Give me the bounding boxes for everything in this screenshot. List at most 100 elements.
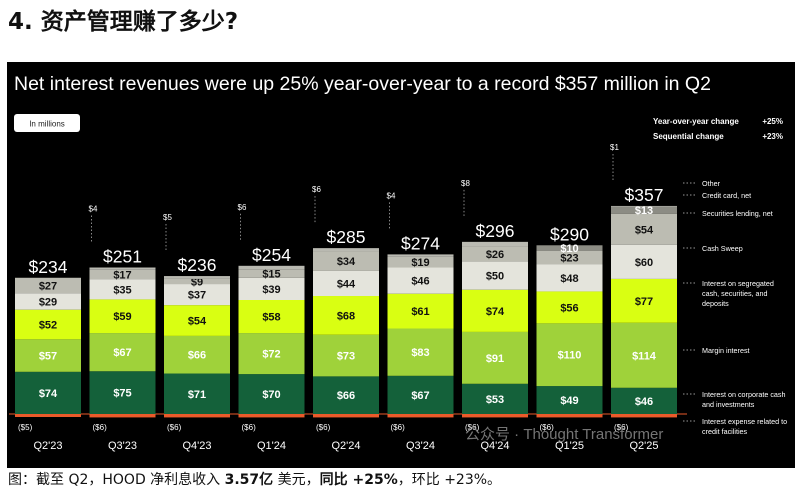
bar-segment-cash-sweep xyxy=(164,284,230,306)
legend-item-cash-sweep: Cash Sweep xyxy=(683,244,743,253)
bar-segment-margin-interest xyxy=(387,328,454,376)
segment-label: $110 xyxy=(558,350,582,362)
segment-label: $61 xyxy=(411,306,429,318)
category-tick-label: Q4'23 xyxy=(182,440,211,452)
legend-item-other: Other xyxy=(683,179,721,188)
legend-item-securities-lending-net: Securities lending, net xyxy=(683,209,773,218)
summary-seq-value: +23% xyxy=(762,132,783,141)
bar-segment-margin-interest xyxy=(462,331,528,384)
bar-segment-interest-expense-related-to-credit-facilities xyxy=(313,414,379,418)
segment-label: $50 xyxy=(486,270,504,282)
legend-label: Cash Sweep xyxy=(702,244,743,253)
bar-segment-interest-on-segregated-cash-securities-and-deposits xyxy=(462,289,528,332)
segment-label: $72 xyxy=(262,349,280,361)
bar-segment-credit-card-net xyxy=(611,206,677,214)
bar-total-label: $236 xyxy=(178,255,217,275)
bar-segment-interest-on-segregated-cash-securities-and-deposits xyxy=(89,299,156,334)
bar-segment-cash-sweep xyxy=(611,244,677,279)
legend-label: Margin interest xyxy=(702,346,750,355)
segment-label: $34 xyxy=(337,256,356,268)
category-tick-label: Q3'24 xyxy=(406,440,435,452)
segment-label: $46 xyxy=(411,276,429,288)
bar-group-q1-25: ($6) $49 $110 $56 $48 $23$10$290 Q1'25 xyxy=(536,224,603,452)
segment-label: $17 xyxy=(113,270,131,282)
segment-label: $91 xyxy=(486,353,504,365)
summary-seq-label: Sequential change xyxy=(653,132,724,141)
bar-segment-other xyxy=(462,241,528,247)
summary-yoy-label: Year-over-year change xyxy=(653,117,739,126)
bar-segment-interest-expense-related-to-credit-facilities xyxy=(164,414,230,418)
segment-label: $53 xyxy=(486,394,504,406)
segment-label: $19 xyxy=(411,257,429,269)
bar-group-q4-24: ($6) $53 $91 $74 $50 $26 $296 $8 Q4'24 xyxy=(461,179,528,452)
bar-segment-securities-lending-net xyxy=(387,256,454,268)
segment-label: $83 xyxy=(411,347,429,359)
segment-label: $75 xyxy=(113,388,131,400)
caption-yoy: 同比 +25% xyxy=(319,472,398,488)
units-note: In millions xyxy=(29,120,65,129)
bar-segment-securities-lending-net xyxy=(536,250,603,265)
bar-total-label: $251 xyxy=(103,247,142,267)
legend-label: Interest on segregated cash, securities, … xyxy=(702,279,774,308)
other-value-label: $8 xyxy=(461,179,470,188)
bar-segment-margin-interest xyxy=(536,323,603,387)
bar-segment-securities-lending-net xyxy=(164,278,230,285)
bar-segment-interest-expense-related-to-credit-facilities xyxy=(387,414,454,418)
segment-label: $66 xyxy=(337,390,355,402)
segment-label: ($6) xyxy=(167,423,182,432)
bar-segment-securities-lending-net xyxy=(15,277,81,294)
segment-label: $13 xyxy=(635,205,653,217)
bar-segment-interest-on-segregated-cash-securities-and-deposits xyxy=(15,309,81,340)
legend-item-interest-expense-related-to-credit-facilities: Interest expense related to credit facili… xyxy=(683,417,787,436)
legend-label: Interest expense related to credit facili… xyxy=(702,417,787,436)
segment-label: ($5) xyxy=(18,423,33,432)
segment-label: $74 xyxy=(39,388,58,400)
bar-segment-interest-on-corporate-cash-and-investments xyxy=(238,374,305,414)
segment-label: ($6) xyxy=(316,423,331,432)
segment-label: ($6) xyxy=(242,423,257,432)
segment-label: $35 xyxy=(113,284,131,296)
bar-segment-cash-sweep xyxy=(462,261,528,290)
bar-segment-interest-on-corporate-cash-and-investments xyxy=(313,376,379,414)
figure-caption: 图：截至 Q2，HOOD 净利息收入 3.57亿 美元，同比 +25%，环比 +… xyxy=(8,469,501,489)
other-value-label: $1 xyxy=(610,143,619,152)
segment-label: ($6) xyxy=(465,423,480,432)
bar-segment-interest-on-corporate-cash-and-investments xyxy=(89,371,156,414)
legend-item-credit-card-net: Credit card, net xyxy=(683,191,751,200)
category-tick-label: Q1'25 xyxy=(555,440,584,452)
bar-segment-securities-lending-net xyxy=(238,269,305,278)
segment-label: $57 xyxy=(39,351,57,363)
bar-segment-margin-interest xyxy=(15,339,81,372)
segment-label: $52 xyxy=(39,320,57,332)
bar-segment-interest-expense-related-to-credit-facilities xyxy=(611,414,677,418)
bar-total-label: $290 xyxy=(550,224,589,244)
segment-label: $37 xyxy=(188,290,206,302)
bar-group-q2-23: ($5) $74 $57 $52 $29 $27 $234 Q2'23 xyxy=(15,257,81,452)
bar-segment-securities-lending-net xyxy=(611,213,677,245)
bar-segment-other xyxy=(611,205,677,207)
bar-segment-cash-sweep xyxy=(15,293,81,310)
bar-segment-interest-on-corporate-cash-and-investments xyxy=(536,386,603,414)
other-value-label: $4 xyxy=(89,205,98,214)
summary-box: Year-over-year change +25% Sequential ch… xyxy=(653,117,783,141)
bar-segment-interest-expense-related-to-credit-facilities xyxy=(15,414,81,417)
chart-panel: Net interest revenues were up 25% year-o… xyxy=(7,62,795,468)
segment-label: $26 xyxy=(486,249,504,261)
bar-segment-other xyxy=(238,265,305,270)
segment-label: $66 xyxy=(188,350,206,362)
bar-segment-cash-sweep xyxy=(238,277,305,300)
segment-label: $73 xyxy=(337,351,355,363)
caption-mid: 美元， xyxy=(273,472,320,488)
segment-label: $46 xyxy=(635,396,653,408)
category-tick-label: Q1'24 xyxy=(257,440,286,452)
segment-label: $71 xyxy=(188,389,206,401)
category-tick-label: Q4'24 xyxy=(480,440,509,452)
bar-segment-securities-lending-net xyxy=(462,246,528,262)
segment-label: $44 xyxy=(337,278,356,290)
summary-yoy-value: +25% xyxy=(762,117,783,126)
segment-label: $23 xyxy=(560,253,578,265)
bar-segment-cash-sweep xyxy=(313,270,379,297)
bar-total-label: $285 xyxy=(327,227,366,247)
segment-label: $67 xyxy=(411,390,429,402)
bar-group-q1-24: ($6) $70 $72 $58 $39 $15 $254 $6 Q1'24 xyxy=(238,203,305,452)
